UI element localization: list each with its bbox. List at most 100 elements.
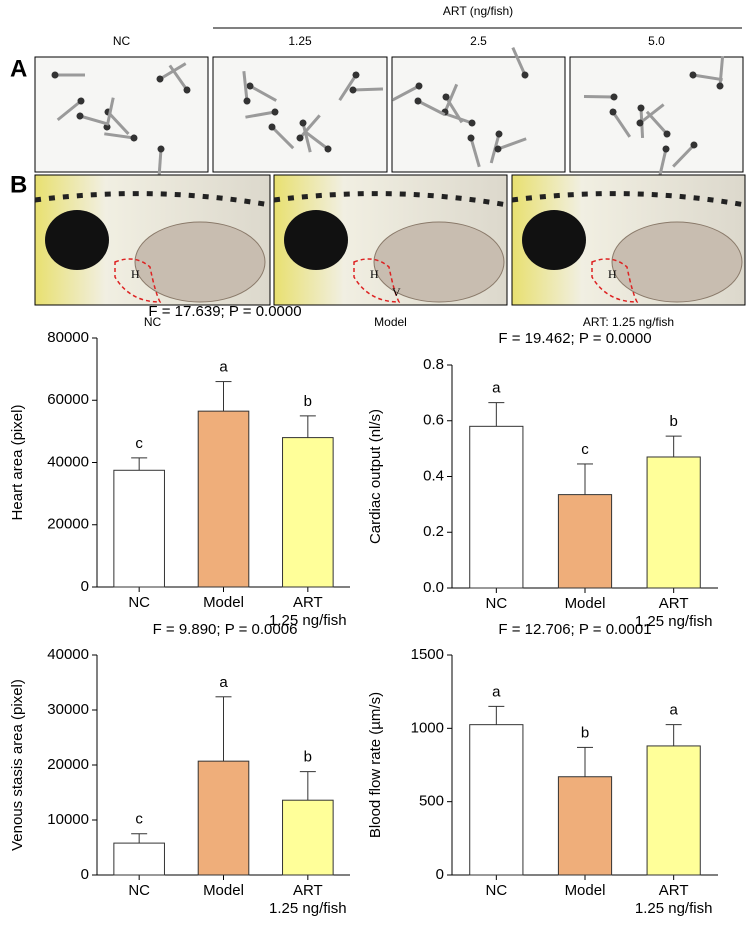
significance-letter: b xyxy=(304,393,312,410)
larva-eye xyxy=(690,141,698,149)
larva-body xyxy=(611,111,632,138)
larva-body xyxy=(245,110,276,119)
panel-label: B xyxy=(10,171,27,198)
larva-body xyxy=(270,125,295,150)
eye xyxy=(284,210,348,270)
y-tick-label: 0.8 xyxy=(423,356,444,373)
caption: ART: 1.25 ng/fish xyxy=(583,315,674,329)
larva xyxy=(716,55,725,90)
larva-eye xyxy=(76,112,84,120)
larva xyxy=(268,123,295,150)
larva xyxy=(443,111,476,127)
significance-letter: a xyxy=(219,359,228,376)
bar xyxy=(469,425,524,589)
larva-eye xyxy=(468,119,476,127)
dorsal-pigment xyxy=(34,191,271,208)
chart-title: F = 17.639; P = 0.0000 xyxy=(148,303,301,320)
larva xyxy=(76,112,110,126)
larva-body xyxy=(242,71,249,102)
y-tick-label: 20000 xyxy=(47,516,89,533)
larva xyxy=(242,71,251,105)
larva xyxy=(689,71,723,82)
larva-eye xyxy=(183,86,191,94)
bar-chart: F = 17.639; P = 0.0000 Heart area (pixel)… xyxy=(9,303,350,629)
bar xyxy=(469,724,524,876)
y-tick-label: 1000 xyxy=(411,719,444,736)
x-tick-label: NC xyxy=(128,882,150,899)
significance-letter: c xyxy=(135,811,143,828)
error-bar xyxy=(577,463,593,495)
bar xyxy=(197,410,250,588)
larva-eye xyxy=(268,123,276,131)
larva-eye xyxy=(495,130,503,138)
x-tick-label: NC xyxy=(485,882,507,899)
larva xyxy=(56,97,85,122)
group-label: ART (ng/fish) xyxy=(443,4,513,18)
larva-body xyxy=(718,55,725,87)
larva xyxy=(583,93,618,101)
y-tick-label: 0.2 xyxy=(423,523,444,540)
error-bar xyxy=(665,724,682,746)
bar-chart: F = 19.462; P = 0.0000 Cardiac output (nl… xyxy=(367,330,718,630)
larva-eye xyxy=(103,123,111,131)
larva xyxy=(636,103,665,127)
error-bar xyxy=(488,402,505,427)
error-bar xyxy=(299,415,316,438)
larva-eye xyxy=(663,130,671,138)
larva-eye xyxy=(246,82,254,90)
significance-letter: c xyxy=(581,441,589,458)
larva-body xyxy=(168,64,189,91)
larva xyxy=(511,46,529,79)
larva-eye xyxy=(414,97,422,105)
larva-body xyxy=(104,132,135,140)
larva-eye xyxy=(130,134,138,142)
y-tick-label: 30000 xyxy=(47,701,89,718)
y-tick-label: 20000 xyxy=(47,756,89,773)
larva xyxy=(157,145,165,180)
larva-body xyxy=(443,111,473,125)
error-bar xyxy=(131,457,148,471)
larva-body xyxy=(443,83,459,113)
larva-eye xyxy=(609,108,617,116)
larva xyxy=(338,71,360,101)
larva-body xyxy=(417,99,446,116)
y-tick-label: 40000 xyxy=(47,453,89,470)
y-tick-label: 1500 xyxy=(411,646,444,663)
heart-outline xyxy=(591,258,639,303)
x-tick-label: Model xyxy=(565,882,606,899)
larva-body xyxy=(497,137,527,151)
x-tick-label: NC xyxy=(128,594,150,611)
y-tick-label: 500 xyxy=(419,793,444,810)
larva-body xyxy=(106,110,130,135)
significance-letter: a xyxy=(669,702,678,719)
significance-letter: a xyxy=(492,380,501,397)
larva xyxy=(51,71,85,79)
larva-body xyxy=(56,99,82,122)
bar-chart: F = 12.706; P = 0.0001 Blood flow rate (µ… xyxy=(367,621,718,917)
larva xyxy=(156,62,187,83)
bar xyxy=(282,799,334,876)
bar xyxy=(113,469,165,588)
larva-eye xyxy=(662,145,670,153)
x-tick-label: Model xyxy=(203,594,244,611)
larva-eye xyxy=(296,134,304,142)
larva xyxy=(609,108,632,138)
y-axis-label: Blood flow rate (µm/s) xyxy=(367,692,384,838)
caption: Model xyxy=(374,315,407,329)
error-bar xyxy=(577,746,593,777)
y-tick-label: 0 xyxy=(436,866,444,883)
y-axis-label: Cardiac output (nl/s) xyxy=(367,409,384,544)
larva-eye xyxy=(352,71,360,79)
bar xyxy=(282,437,334,588)
significance-letter: b xyxy=(669,413,677,430)
larva-eye xyxy=(51,71,59,79)
x-tick-label: Model xyxy=(203,882,244,899)
larva-eye xyxy=(415,82,423,90)
larva-eye xyxy=(77,97,85,105)
panel-label: A xyxy=(10,55,27,82)
larva-body xyxy=(639,103,665,125)
larva xyxy=(245,108,279,119)
error-bar xyxy=(488,705,505,725)
larva-eye xyxy=(636,119,644,127)
chart-title: F = 19.462; P = 0.0000 xyxy=(498,330,651,347)
